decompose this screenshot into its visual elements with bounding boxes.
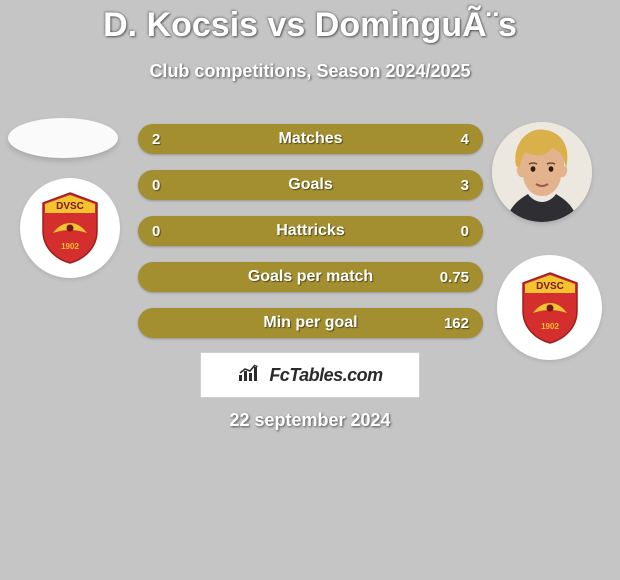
- stats-row: Goals per match 0.75: [138, 262, 483, 292]
- club-right-badge: DVSC 1902: [497, 255, 602, 360]
- svg-text:DVSC: DVSC: [536, 281, 564, 292]
- svg-text:1902: 1902: [61, 242, 79, 251]
- page-title: D. Kocsis vs DominguÃ¨s: [0, 0, 620, 45]
- dvsc-crest-icon: DVSC 1902: [39, 191, 101, 265]
- subtitle: Club competitions, Season 2024/2025: [0, 61, 620, 82]
- stat-right-value: 0: [461, 223, 469, 240]
- dvsc-crest-icon: DVSC 1902: [519, 271, 581, 345]
- svg-text:1902: 1902: [541, 322, 559, 331]
- player-right-avatar: [492, 122, 592, 222]
- stat-left-value: 0: [152, 177, 160, 194]
- svg-text:DVSC: DVSC: [56, 201, 84, 212]
- stats-row: Min per goal 162: [138, 308, 483, 338]
- stat-left-value: 0: [152, 223, 160, 240]
- stats-row: 0 Hattricks 0: [138, 216, 483, 246]
- comparison-card: D. Kocsis vs DominguÃ¨s Club competition…: [0, 0, 620, 580]
- stat-label: Min per goal: [138, 314, 483, 332]
- footer-date: 22 september 2024: [0, 410, 620, 431]
- stat-right-value: 3: [461, 177, 469, 194]
- stat-label: Goals: [138, 176, 483, 194]
- club-left-badge: DVSC 1902: [20, 178, 120, 278]
- stat-right-value: 4: [461, 131, 469, 148]
- stat-label: Matches: [138, 130, 483, 148]
- watermark-text: FcTables.com: [269, 365, 382, 386]
- stat-right-value: 162: [444, 315, 469, 332]
- player-left-avatar: [8, 118, 118, 158]
- watermark-badge: FcTables.com: [200, 352, 420, 398]
- stat-label: Hattricks: [138, 222, 483, 240]
- stat-left-value: 2: [152, 131, 160, 148]
- stat-right-value: 0.75: [440, 269, 469, 286]
- stats-row: 2 Matches 4: [138, 124, 483, 154]
- stats-list: 2 Matches 4 0 Goals 3 0 Hattricks 0 Goal…: [138, 124, 483, 354]
- stats-row: 0 Goals 3: [138, 170, 483, 200]
- barchart-icon: [237, 363, 261, 388]
- stat-label: Goals per match: [138, 268, 483, 286]
